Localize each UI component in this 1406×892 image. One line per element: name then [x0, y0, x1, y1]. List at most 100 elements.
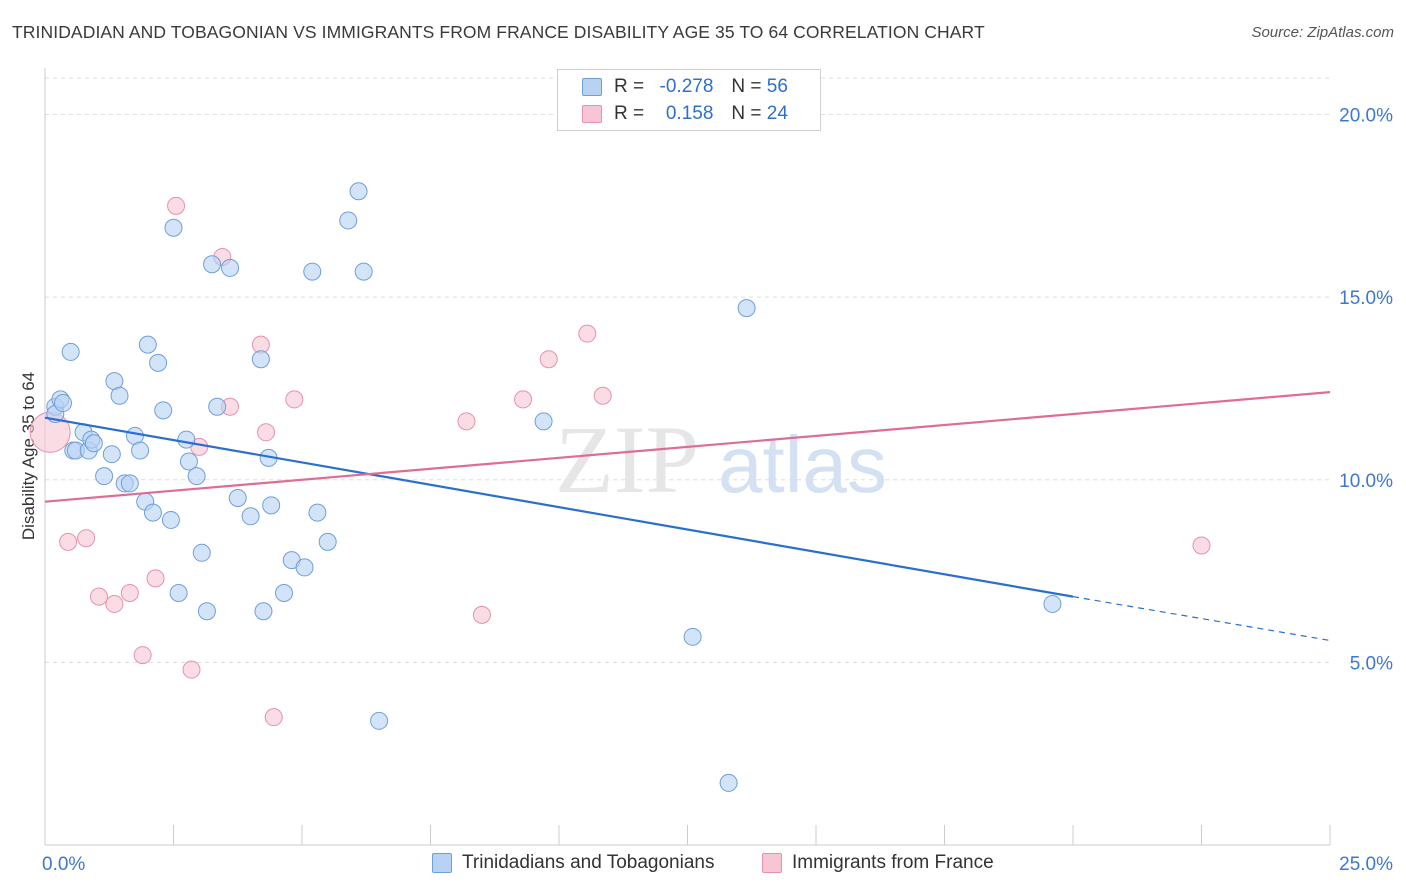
data-point-france	[257, 423, 276, 442]
data-point-trinidadian	[295, 558, 314, 577]
x-tick-label-min: 0.0%	[42, 854, 85, 875]
legend-label-trinidadians: Trinidadians and Tobagonians	[462, 852, 715, 873]
data-point-france	[167, 196, 186, 215]
trend-lines	[44, 391, 1331, 642]
data-point-trinidadian	[197, 602, 216, 621]
data-point-trinidadian	[110, 386, 129, 405]
legend-item-france: Immigrants from France	[762, 852, 994, 874]
grid-lines	[45, 77, 1330, 663]
legend-n-value: 56	[766, 76, 788, 97]
data-point-trinidadian	[143, 503, 162, 522]
data-point-trinidadian	[254, 602, 273, 621]
x-tick-labels: 0.0% 25.0%	[42, 854, 1393, 875]
data-point-trinidadian	[192, 543, 211, 562]
data-point-france	[59, 532, 78, 551]
legend-n-label: N =	[731, 103, 762, 124]
x-tick-label-max: 25.0%	[1339, 854, 1393, 875]
data-point-trinidadian	[187, 467, 206, 486]
data-point-trinidadian	[169, 583, 188, 602]
data-point-trinidadian	[149, 353, 168, 372]
data-point-france	[89, 587, 108, 606]
data-point-trinidadian	[95, 467, 114, 486]
data-point-france	[182, 660, 201, 679]
data-point-trinidadian	[164, 218, 183, 237]
data-point-trinidadian	[154, 401, 173, 420]
correlation-legend: R = -0.278 N = 56 R = 0.158 N = 24	[557, 69, 821, 131]
data-point-trinidadian	[308, 503, 327, 522]
data-point-trinidadian	[84, 434, 103, 453]
y-tick-label: 5.0%	[1350, 653, 1393, 674]
data-point-trinidadian	[719, 773, 738, 792]
data-point-trinidadian	[102, 445, 121, 464]
data-point-france	[472, 605, 491, 624]
data-point-trinidadian	[251, 350, 270, 369]
data-point-trinidadian	[303, 262, 322, 281]
data-point-france	[514, 390, 533, 409]
series-legend: Trinidadians and Tobagonians Immigrants …	[0, 852, 1406, 878]
data-point-trinidadian	[131, 441, 150, 460]
data-point-france	[457, 412, 476, 431]
y-tick-label: 20.0%	[1339, 106, 1393, 127]
data-point-trinidadian	[354, 262, 373, 281]
legend-swatch-pink	[582, 105, 602, 123]
data-point-trinidadian	[177, 430, 196, 449]
data-point-trinidadian	[221, 258, 240, 277]
data-point-trinidadian	[1043, 594, 1062, 613]
data-point-trinidadian	[53, 394, 72, 413]
data-point-trinidadian	[228, 489, 247, 508]
legend-row-pink: R = 0.158 N = 24	[582, 101, 788, 127]
series-immigrants-from-france	[29, 196, 1211, 727]
legend-r-label: R =	[614, 103, 645, 124]
y-axis-label: Disability Age 35 to 64	[19, 372, 38, 540]
data-point-france	[146, 569, 165, 588]
data-point-france	[120, 583, 139, 602]
data-point-trinidadian	[534, 412, 553, 431]
data-point-trinidadian	[318, 532, 337, 551]
data-point-france	[133, 646, 152, 665]
data-point-trinidadian	[203, 255, 222, 274]
data-point-trinidadian	[120, 474, 139, 493]
legend-item-trinidadians: Trinidadians and Tobagonians	[432, 852, 714, 874]
data-point-trinidadian	[262, 496, 281, 515]
data-point-france	[593, 386, 612, 405]
watermark-atlas: atlas	[718, 420, 887, 509]
data-point-trinidadian	[241, 507, 260, 526]
legend-r-label: R =	[614, 76, 645, 97]
data-point-trinidadian	[737, 299, 756, 318]
axes	[44, 68, 1331, 846]
legend-r-value: -0.278	[659, 76, 714, 97]
y-tick-label: 15.0%	[1339, 288, 1393, 309]
data-point-trinidadian	[179, 452, 198, 471]
data-point-france	[77, 529, 96, 548]
data-point-france	[105, 594, 124, 613]
data-point-trinidadian	[138, 335, 157, 354]
legend-n-value: 24	[766, 103, 788, 124]
data-point-france	[539, 350, 558, 369]
trend-line-trinidadians	[44, 416, 1074, 598]
legend-r-value: 0.158	[665, 103, 714, 124]
chart-source: Source: ZipAtlas.com	[1251, 24, 1394, 41]
data-point-trinidadian	[683, 627, 702, 646]
legend-n-label: N =	[731, 76, 762, 97]
data-point-trinidadian	[275, 583, 294, 602]
y-tick-label: 10.0%	[1339, 471, 1393, 492]
watermark-zip: ZIP	[555, 406, 699, 513]
legend-row-blue: R = -0.278 N = 56	[582, 74, 788, 100]
data-point-trinidadian	[208, 397, 227, 416]
data-point-france	[264, 708, 283, 727]
data-point-france	[1192, 536, 1211, 555]
legend-label-france: Immigrants from France	[792, 852, 994, 873]
data-point-trinidadian	[61, 342, 80, 361]
data-point-trinidadian	[349, 182, 368, 201]
data-point-trinidadian	[370, 711, 389, 730]
data-point-france	[578, 324, 597, 343]
chart-title: TRINIDADIAN AND TOBAGONIAN VS IMMIGRANTS…	[12, 22, 985, 42]
legend-swatch-pink	[762, 853, 782, 873]
data-point-trinidadian	[161, 510, 180, 529]
y-tick-labels: 5.0% 10.0% 15.0% 20.0%	[1339, 106, 1393, 675]
trend-line-france	[44, 391, 1331, 503]
trend-line-trinidadians-extension	[1072, 596, 1331, 642]
legend-swatch-blue	[582, 78, 602, 96]
data-point-trinidadian	[339, 211, 358, 230]
